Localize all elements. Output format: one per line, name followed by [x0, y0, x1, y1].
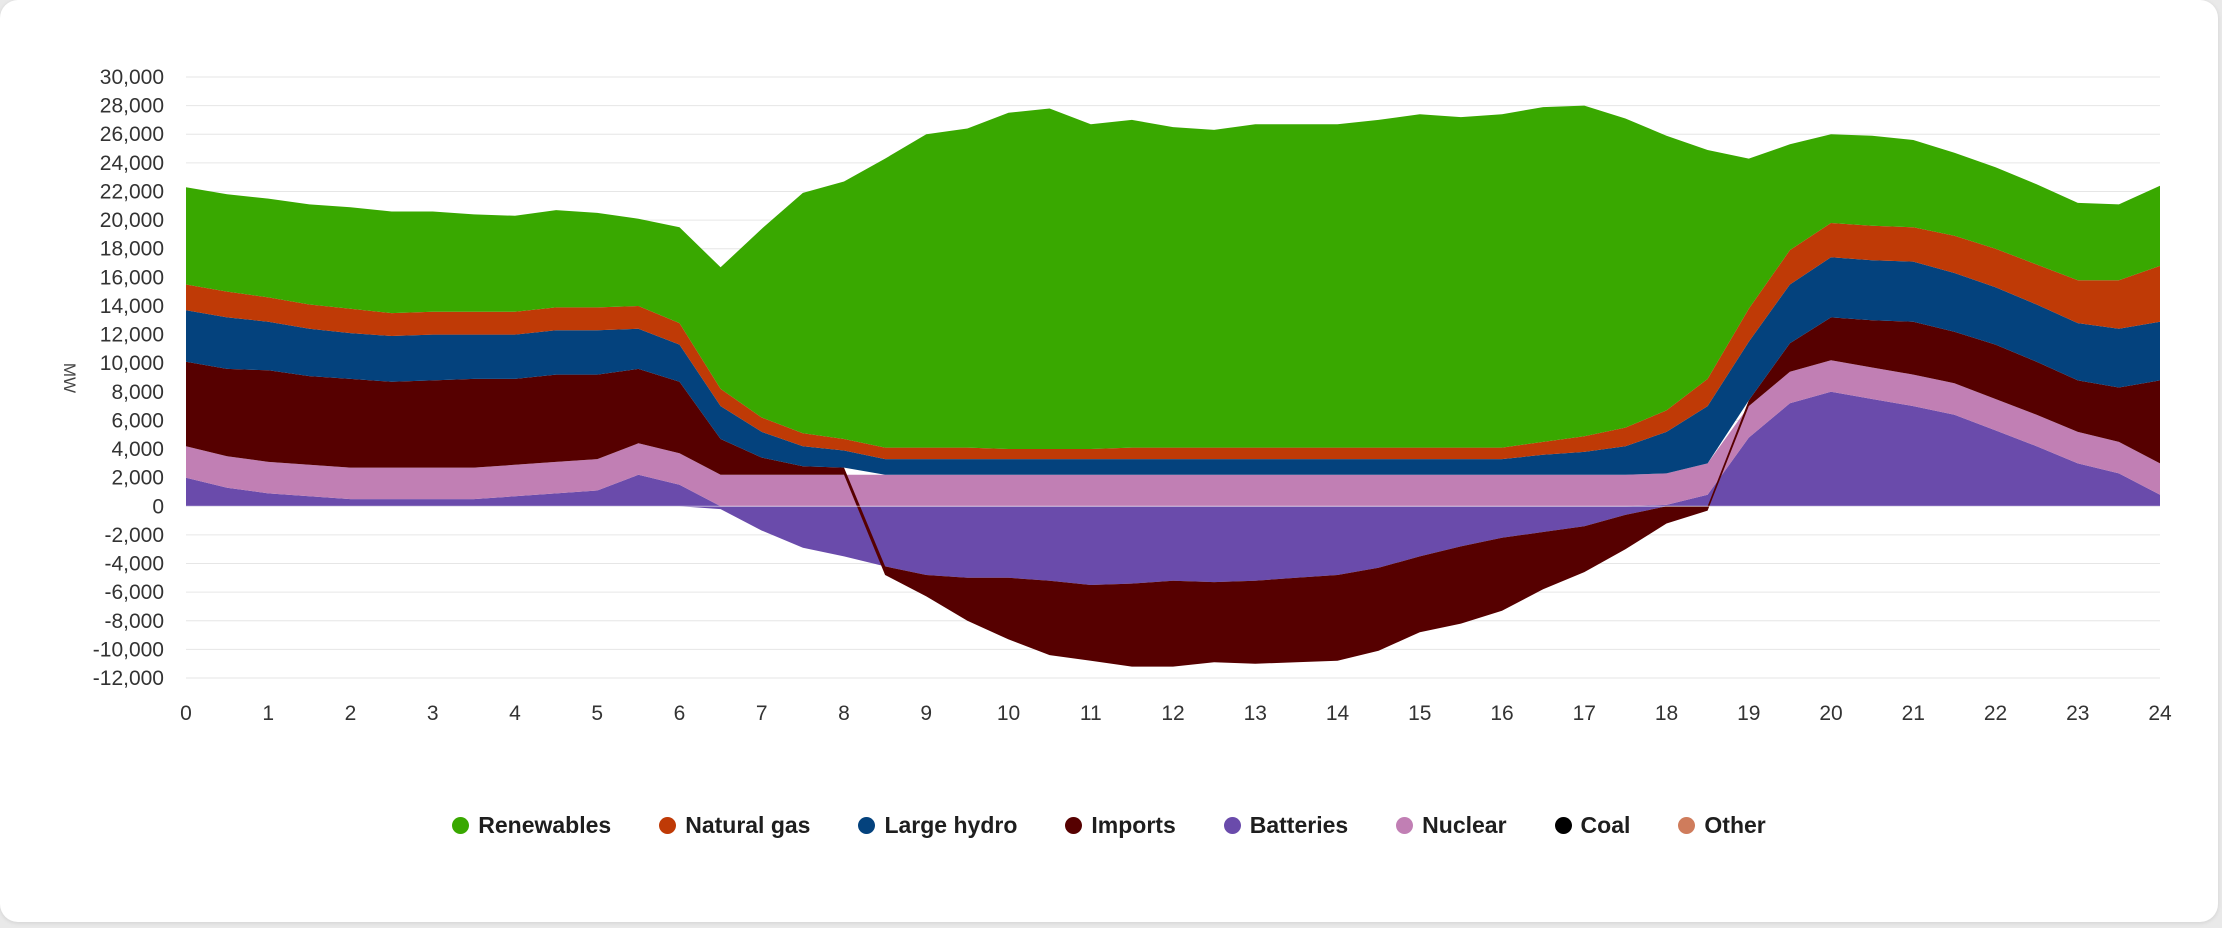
y-tick-label: 4,000: [111, 438, 164, 461]
y-tick-label: 24,000: [100, 152, 164, 175]
y-tick-label: 26,000: [100, 123, 164, 146]
y-tick-label: -2,000: [104, 524, 164, 547]
legend-item-other[interactable]: Other: [1678, 812, 1766, 839]
legend-swatch-icon: [1223, 817, 1241, 834]
legend-label: Coal: [1580, 812, 1631, 838]
x-tick-label: 12: [1161, 702, 1184, 725]
y-tick-label: 2,000: [111, 467, 164, 490]
x-tick-label: 20: [1819, 702, 1842, 725]
legend-swatch-icon: [1554, 817, 1572, 834]
x-tick-label: 5: [591, 702, 603, 725]
x-tick-label: 24: [2148, 702, 2172, 725]
x-tick-label: 10: [997, 702, 1020, 725]
stacked-area-chart: -12,000 -10,000 -8,000 -6,000 -4,000 -2,000 0 2…: [60, 66, 2172, 725]
x-tick-label: 7: [756, 702, 768, 725]
series-areas: [186, 105, 2160, 667]
x-tick-label: 17: [1573, 702, 1596, 725]
series-area-imports[interactable]: [186, 317, 2160, 667]
y-tick-label: 20,000: [100, 209, 164, 232]
y-axis-label: MW: [60, 363, 79, 393]
x-tick-label: 16: [1490, 702, 1513, 725]
x-axis: 0 1 2 3 4 5 6 7 8 9 10 11 12 13 14 15 16 17 18 19 20 21 22 23 24: [180, 702, 2172, 725]
series-area-batteries[interactable]: [186, 391, 2160, 585]
x-tick-label: 18: [1655, 702, 1678, 725]
y-tick-label: 14,000: [100, 295, 164, 318]
y-tick-label: 12,000: [100, 324, 164, 347]
x-tick-label: 2: [345, 702, 357, 725]
y-tick-label: 18,000: [100, 238, 164, 261]
legend-item-large-hydro[interactable]: Large hydro: [858, 812, 1017, 839]
y-tick-label: -6,000: [104, 581, 164, 604]
legend-label: Renewables: [478, 812, 612, 838]
legend-label: Batteries: [1249, 812, 1349, 838]
x-tick-label: 6: [674, 702, 686, 725]
legend: Renewables Natural gas Large hydro Imports B…: [0, 812, 2218, 839]
x-tick-label: 21: [1902, 702, 1925, 725]
y-tick-label: 6,000: [111, 409, 164, 432]
series-area-nuclear[interactable]: [186, 360, 2160, 507]
legend-swatch-icon: [858, 817, 876, 834]
x-tick-label: 19: [1737, 702, 1760, 725]
y-tick-label: 28,000: [100, 95, 164, 118]
x-tick-label: 3: [427, 702, 439, 725]
legend-label: Imports: [1091, 812, 1176, 838]
legend-item-natural-gas[interactable]: Natural gas: [659, 812, 810, 839]
y-tick-label: 8,000: [111, 381, 164, 404]
legend-item-batteries[interactable]: Batteries: [1223, 812, 1349, 839]
x-tick-label: 8: [838, 702, 850, 725]
legend-swatch-icon: [1065, 817, 1083, 834]
y-tick-label: 10,000: [100, 352, 164, 375]
x-tick-label: 15: [1408, 702, 1431, 725]
y-axis: -12,000 -10,000 -8,000 -6,000 -4,000 -2,000 0 2…: [93, 66, 164, 690]
x-tick-label: 22: [1984, 702, 2007, 725]
y-tick-label: -12,000: [93, 667, 164, 690]
legend-label: Nuclear: [1422, 812, 1507, 838]
series-area-renewables[interactable]: [186, 105, 2160, 449]
y-tick-label: -8,000: [104, 610, 164, 633]
x-tick-label: 14: [1326, 702, 1350, 725]
legend-swatch-icon: [1396, 817, 1414, 834]
y-tick-label: 22,000: [100, 180, 164, 203]
legend-item-renewables[interactable]: Renewables: [452, 812, 611, 839]
legend-label: Other: [1704, 812, 1766, 838]
y-tick-label: 30,000: [100, 66, 164, 89]
x-tick-label: 0: [180, 702, 192, 725]
y-tick-label: -10,000: [93, 638, 164, 661]
y-tick-label: -4,000: [104, 553, 164, 576]
legend-item-coal[interactable]: Coal: [1554, 812, 1631, 839]
legend-swatch-icon: [659, 817, 677, 834]
legend-swatch-icon: [452, 817, 470, 834]
x-tick-label: 1: [262, 702, 274, 725]
y-tick-label: 16,000: [100, 266, 164, 289]
x-tick-label: 13: [1244, 702, 1267, 725]
series-area-natural-gas[interactable]: [186, 223, 2160, 460]
y-tick-label: 0: [152, 495, 164, 518]
x-tick-label: 4: [509, 702, 521, 725]
x-tick-label: 9: [920, 702, 932, 725]
legend-swatch-icon: [1678, 817, 1696, 834]
x-tick-label: 23: [2066, 702, 2089, 725]
series-area-large-hydro[interactable]: [186, 257, 2160, 475]
legend-item-imports[interactable]: Imports: [1065, 812, 1176, 839]
legend-label: Natural gas: [685, 812, 811, 838]
legend-item-nuclear[interactable]: Nuclear: [1396, 812, 1507, 839]
legend-label: Large hydro: [884, 812, 1018, 838]
x-tick-label: 11: [1080, 702, 1102, 725]
